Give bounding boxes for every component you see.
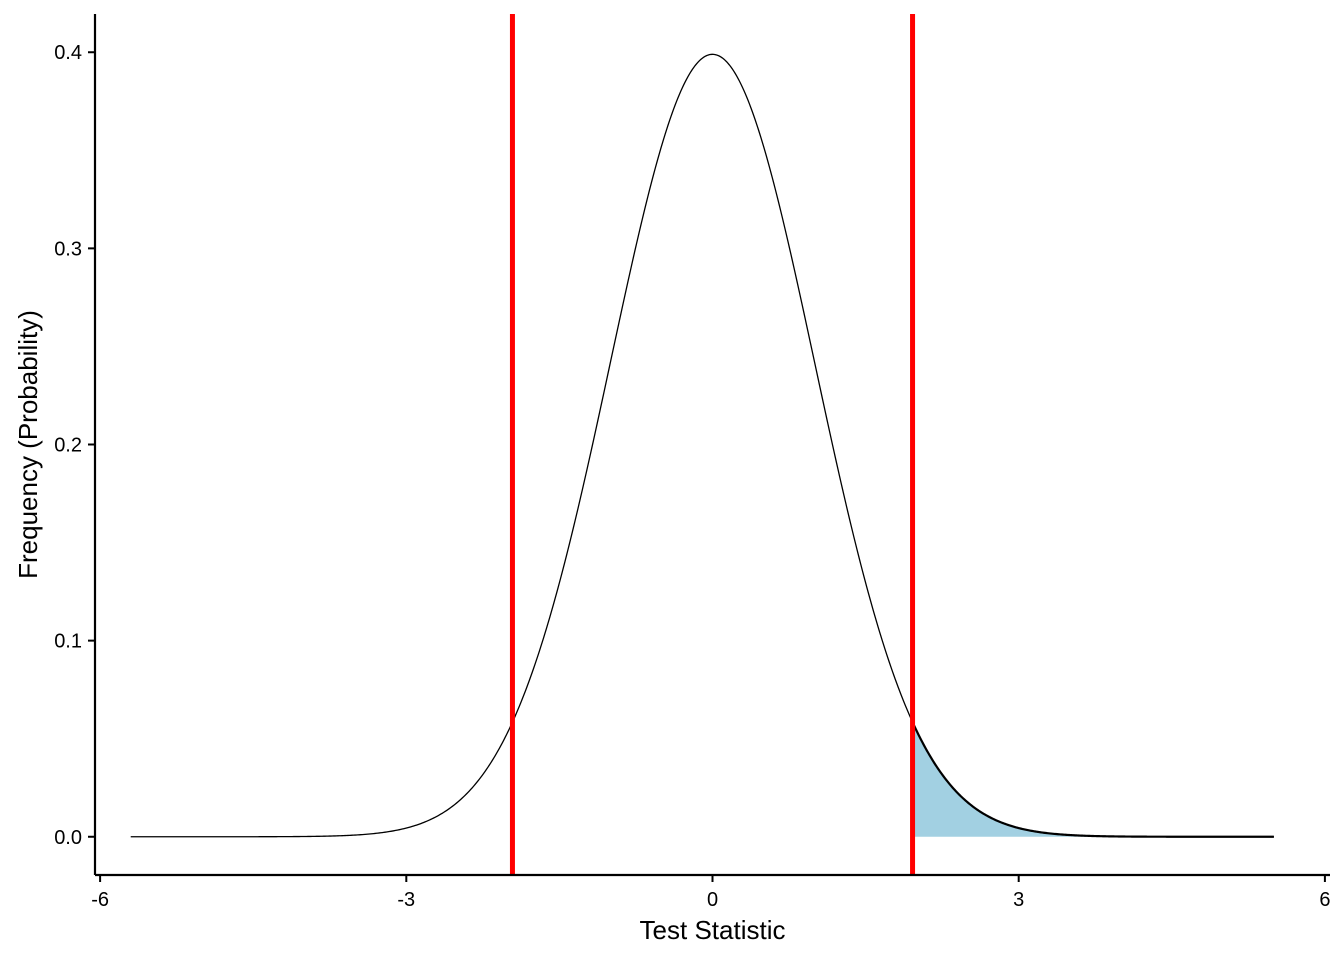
y-axis-title: Frequency (Probability) xyxy=(13,310,43,579)
x-tick-label: 0 xyxy=(707,889,718,911)
plot-layer xyxy=(130,14,1274,875)
x-axis-title: Test Statistic xyxy=(640,915,786,945)
y-tick-label: 0.4 xyxy=(54,42,82,64)
shaded-tail-region xyxy=(912,722,1274,837)
x-tick-label: -3 xyxy=(397,889,415,911)
density-curve xyxy=(130,53,1274,838)
shaded-tail-outline xyxy=(911,721,1274,838)
axes-layer: -6 -3 0 3 6 0.0 0.1 0.2 0.3 0.4 xyxy=(54,14,1330,911)
x-tick-label: 3 xyxy=(1013,889,1024,911)
y-tick-label: 0.0 xyxy=(54,827,82,849)
y-tick-label: 0.2 xyxy=(54,435,82,457)
x-tick-label: 6 xyxy=(1319,889,1330,911)
x-tick-label: -6 xyxy=(91,889,109,911)
y-tick-label: 0.1 xyxy=(54,631,82,653)
y-tick-label: 0.3 xyxy=(54,238,82,260)
